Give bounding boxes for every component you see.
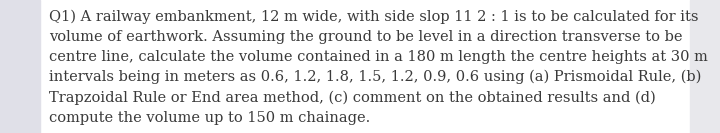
Text: Q1) A railway embankment, 12 m wide, with side slop 11 2 : 1 is to be calculated: Q1) A railway embankment, 12 m wide, wit… — [49, 9, 708, 125]
Bar — [690, 0, 720, 133]
Bar — [0, 0, 40, 133]
